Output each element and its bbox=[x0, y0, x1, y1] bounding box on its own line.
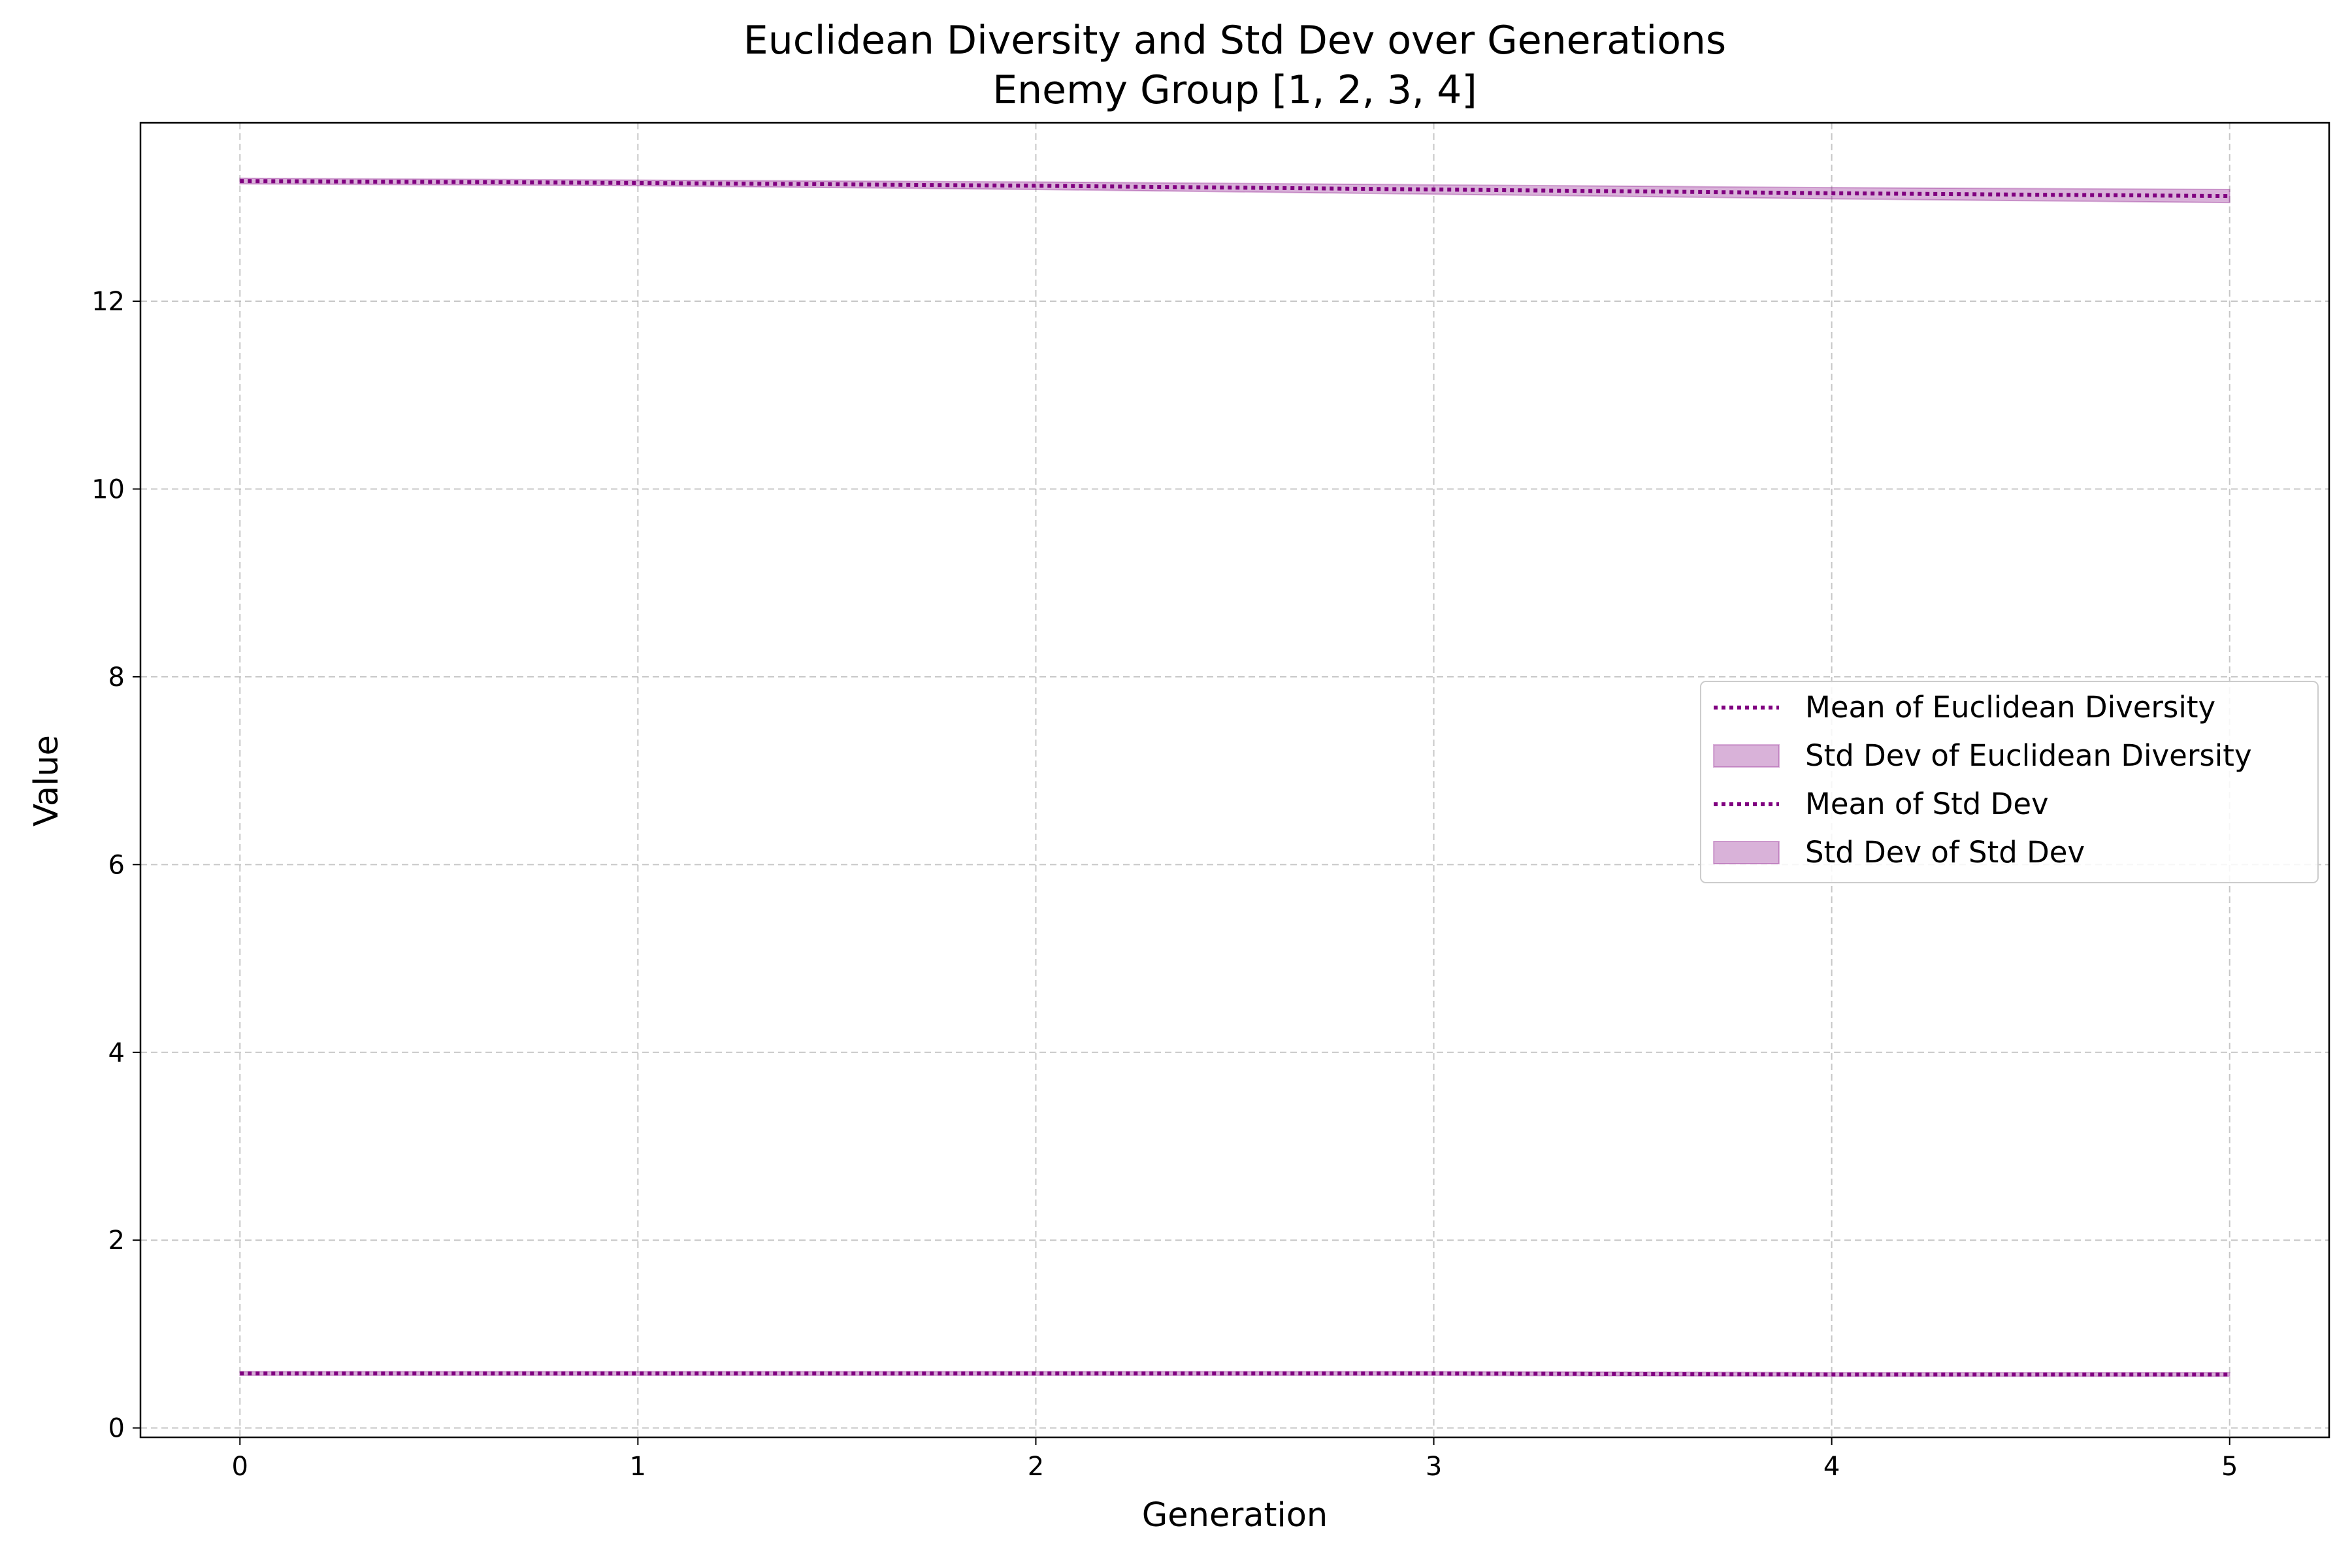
x-tick-label: 5 bbox=[2221, 1452, 2238, 1482]
y-axis-label: Value bbox=[27, 735, 66, 826]
legend-swatch-band bbox=[1713, 744, 1780, 768]
y-tick-label: 2 bbox=[108, 1226, 125, 1256]
y-tick-label: 12 bbox=[91, 287, 125, 317]
chart-title: Euclidean Diversity and Std Dev over Gen… bbox=[743, 18, 1726, 63]
legend-label: Std Dev of Std Dev bbox=[1805, 835, 2085, 870]
y-tick-label: 10 bbox=[91, 474, 125, 504]
legend-label: Mean of Std Dev bbox=[1805, 787, 2049, 821]
y-tick-label: 6 bbox=[108, 850, 125, 880]
legend-label: Mean of Euclidean Diversity bbox=[1805, 690, 2215, 725]
chart-subtitle: Enemy Group [1, 2, 3, 4] bbox=[992, 67, 1477, 113]
mean-line-2 bbox=[240, 1371, 2230, 1377]
x-tick-label: 3 bbox=[1426, 1452, 1442, 1482]
x-axis-label: Generation bbox=[1142, 1496, 1328, 1535]
legend-box bbox=[1700, 681, 2319, 883]
legend-swatch-band bbox=[1713, 841, 1780, 864]
y-tick-label: 4 bbox=[108, 1038, 125, 1068]
legend: Mean of Euclidean Diversity Std Dev of Eu… bbox=[1700, 681, 2319, 883]
legend-label: Std Dev of Euclidean Diversity bbox=[1805, 738, 2252, 773]
mean-lines bbox=[240, 179, 2230, 1377]
mean-line-0 bbox=[240, 179, 2230, 199]
x-tick-label: 1 bbox=[630, 1452, 646, 1482]
y-tick-label: 8 bbox=[108, 662, 125, 693]
plot-frame bbox=[139, 122, 2330, 1439]
x-tick-label: 2 bbox=[1028, 1452, 1044, 1482]
y-tick-label: 0 bbox=[108, 1414, 125, 1444]
x-tick-label: 4 bbox=[1823, 1452, 1840, 1482]
x-tick-label: 0 bbox=[232, 1452, 248, 1482]
